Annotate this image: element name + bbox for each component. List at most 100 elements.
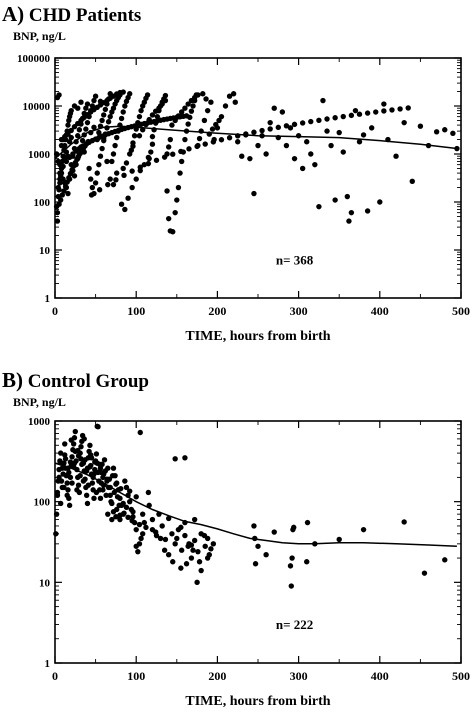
data-point <box>289 555 295 561</box>
data-point <box>185 121 191 127</box>
data-point <box>175 184 182 191</box>
data-point <box>153 157 160 163</box>
data-point <box>397 106 403 112</box>
data-point <box>97 465 104 471</box>
data-point <box>84 119 91 126</box>
data-point <box>368 125 375 131</box>
data-point <box>133 176 139 182</box>
data-point <box>267 119 273 126</box>
data-point <box>105 181 111 188</box>
data-point <box>84 101 91 107</box>
data-point <box>88 452 94 458</box>
data-point <box>255 543 261 549</box>
data-point <box>59 192 66 198</box>
data-point <box>139 531 146 537</box>
data-point <box>83 126 89 132</box>
data-point <box>304 559 310 565</box>
data-point <box>308 118 314 125</box>
data-point <box>209 126 216 132</box>
data-point <box>202 543 208 549</box>
data-point <box>178 547 185 553</box>
data-point <box>78 99 84 105</box>
data-point <box>133 494 139 500</box>
data-point <box>137 164 143 170</box>
x-tick-label: 400 <box>371 669 389 683</box>
data-point <box>93 489 100 496</box>
data-point <box>251 129 257 135</box>
x-tick-label: 300 <box>290 669 308 683</box>
data-point <box>107 113 113 120</box>
data-point <box>127 91 133 97</box>
chart-panel-chd: A) CHD Patients BNP, ng/L 1 10 100 1000 1000… <box>0 0 474 350</box>
data-point <box>172 541 178 547</box>
data-point <box>82 457 88 463</box>
data-point <box>138 107 144 114</box>
data-point <box>271 529 277 535</box>
data-point <box>162 97 169 104</box>
data-point <box>165 215 172 222</box>
data-point <box>92 180 99 186</box>
data-point <box>129 168 135 174</box>
data-point <box>105 511 111 517</box>
data-point <box>125 514 131 521</box>
x-axis-title: TIME, hours from birth <box>185 694 330 709</box>
data-point <box>83 105 89 111</box>
data-point <box>117 512 123 518</box>
data-point <box>202 141 208 147</box>
data-point <box>377 199 383 205</box>
data-point <box>83 492 90 498</box>
data-point <box>96 129 102 136</box>
data-point <box>57 197 64 203</box>
data-point <box>177 170 183 176</box>
data-point <box>94 170 100 176</box>
data-point <box>304 139 310 145</box>
data-point <box>421 570 428 576</box>
data-point <box>55 184 61 191</box>
data-point <box>204 555 211 561</box>
data-point <box>103 492 109 498</box>
data-point <box>109 516 115 523</box>
data-point <box>84 465 91 471</box>
data-point <box>53 511 60 517</box>
data-point <box>68 134 74 141</box>
data-point <box>287 563 294 569</box>
data-point <box>85 482 91 488</box>
data-point <box>101 112 107 118</box>
data-point <box>401 119 407 126</box>
x-tick-label: 0 <box>52 304 58 318</box>
data-point <box>107 176 113 182</box>
data-point <box>86 165 92 172</box>
data-point <box>145 154 152 161</box>
data-point <box>71 173 78 179</box>
data-point <box>96 161 102 168</box>
data-point <box>123 504 130 511</box>
data-point <box>381 108 387 114</box>
data-point <box>118 485 124 492</box>
data-point <box>136 113 143 120</box>
data-point <box>178 109 185 115</box>
data-point <box>442 557 448 563</box>
data-point <box>450 130 456 136</box>
y-tick-label: 1 <box>45 293 51 305</box>
data-point <box>122 103 128 109</box>
data-point <box>131 133 138 139</box>
data-point <box>54 209 61 216</box>
y-tick-label: 10000 <box>23 101 51 113</box>
data-point <box>201 532 208 539</box>
data-point <box>308 151 314 157</box>
y-axis-label: BNP, ng/L <box>13 395 66 409</box>
data-point <box>112 142 118 149</box>
data-point <box>108 498 114 505</box>
data-point <box>114 494 121 500</box>
data-point <box>65 190 71 197</box>
data-point <box>110 151 117 157</box>
data-point <box>336 536 342 543</box>
data-point <box>433 129 440 135</box>
data-point <box>104 478 110 484</box>
data-point <box>64 179 70 185</box>
data-point <box>196 559 203 565</box>
data-point <box>91 97 97 104</box>
data-point <box>152 529 159 535</box>
data-point <box>164 188 170 194</box>
data-point <box>174 535 180 542</box>
